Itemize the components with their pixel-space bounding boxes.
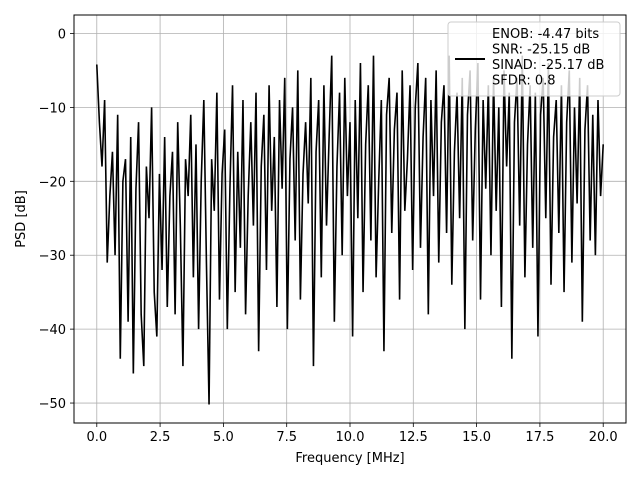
- y-tick-label: −40: [39, 323, 66, 338]
- x-axis: 0.0 2.5 5.0 7.5 10.0 12.5 15.0 17.5 20.0: [86, 423, 618, 445]
- psd-series-line: [95, 55, 605, 405]
- x-tick-label: 2.5: [150, 430, 171, 445]
- legend-box: [447, 21, 621, 97]
- y-tick-label: −20: [39, 175, 66, 190]
- legend-label-line: SINAD: -25.17 dB: [492, 58, 604, 73]
- legend-label-line: SFDR: 0.8: [492, 74, 556, 89]
- x-axis-label: Frequency [MHz]: [295, 451, 404, 466]
- y-tick-label: −10: [39, 101, 66, 116]
- y-tick-label: −50: [39, 397, 66, 412]
- legend-label-line: SNR: -25.15 dB: [492, 43, 590, 58]
- x-tick-label: 15.0: [462, 430, 491, 445]
- x-tick-label: 12.5: [399, 430, 428, 445]
- y-tick-label: −30: [39, 249, 66, 264]
- x-tick-label: 20.0: [589, 430, 618, 445]
- x-tick-label: 10.0: [336, 430, 365, 445]
- x-tick-label: 17.5: [525, 430, 554, 445]
- legend-label: ENOB: -4.47 bits SNR: -25.15 dB SINAD: -25…: [492, 27, 604, 89]
- series-layer: [95, 55, 605, 405]
- legend: ENOB: -4.47 bits SNR: -25.15 dB SINAD: -25…: [447, 21, 621, 97]
- y-tick-label: 0: [58, 27, 66, 42]
- y-axis: 0 −10 −20 −30 −40 −50: [39, 27, 74, 412]
- x-tick-label: 5.0: [213, 430, 234, 445]
- y-axis-label: PSD [dB]: [14, 190, 29, 248]
- x-tick-label: 7.5: [276, 430, 297, 445]
- x-tick-label: 0.0: [86, 430, 107, 445]
- legend-label-line: ENOB: -4.47 bits: [492, 27, 599, 42]
